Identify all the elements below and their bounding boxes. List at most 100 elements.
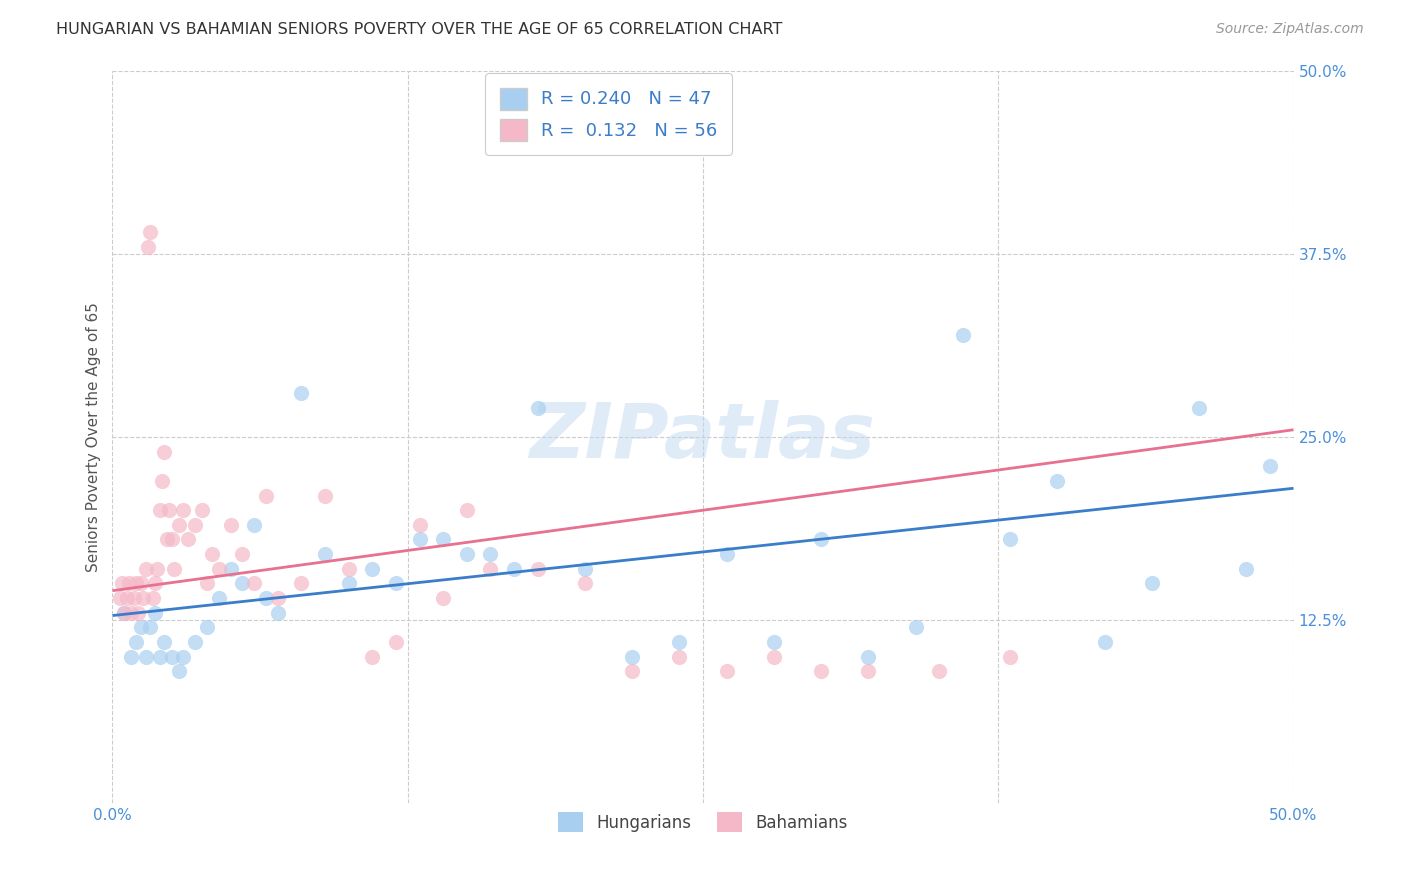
Point <box>314 547 336 561</box>
Point <box>149 649 172 664</box>
Point <box>167 664 190 678</box>
Point <box>184 635 207 649</box>
Point <box>184 517 207 532</box>
Point <box>952 327 974 342</box>
Legend: Hungarians, Bahamians: Hungarians, Bahamians <box>546 798 860 846</box>
Point <box>129 620 152 634</box>
Point <box>153 635 176 649</box>
Point <box>118 576 141 591</box>
Point <box>574 576 596 591</box>
Point <box>132 591 155 605</box>
Point <box>479 562 502 576</box>
Point <box>668 649 690 664</box>
Point <box>149 503 172 517</box>
Point <box>998 533 1021 547</box>
Point <box>408 517 430 532</box>
Point <box>156 533 179 547</box>
Point <box>1258 459 1281 474</box>
Point <box>231 547 253 561</box>
Point <box>127 606 149 620</box>
Point <box>1094 635 1116 649</box>
Point <box>139 225 162 239</box>
Point <box>219 517 242 532</box>
Point <box>208 591 231 605</box>
Point <box>167 517 190 532</box>
Text: ZIPatlas: ZIPatlas <box>530 401 876 474</box>
Point <box>243 517 266 532</box>
Y-axis label: Seniors Poverty Over the Age of 65: Seniors Poverty Over the Age of 65 <box>86 302 101 572</box>
Point <box>1188 401 1211 415</box>
Point <box>928 664 950 678</box>
Point <box>160 533 183 547</box>
Point <box>143 576 166 591</box>
Point <box>160 649 183 664</box>
Point <box>1046 474 1069 488</box>
Point <box>456 503 478 517</box>
Point <box>112 606 135 620</box>
Point <box>120 606 142 620</box>
Point <box>142 591 165 605</box>
Point <box>479 547 502 561</box>
Point <box>143 606 166 620</box>
Point <box>125 576 148 591</box>
Point <box>1140 576 1163 591</box>
Point <box>177 533 200 547</box>
Point <box>337 562 360 576</box>
Point <box>810 664 832 678</box>
Point <box>153 444 176 458</box>
Point <box>290 576 312 591</box>
Point <box>668 635 690 649</box>
Point <box>146 562 169 576</box>
Point <box>108 591 131 605</box>
Point <box>432 533 454 547</box>
Point <box>456 547 478 561</box>
Point <box>385 635 408 649</box>
Point <box>526 562 548 576</box>
Point <box>385 576 408 591</box>
Point <box>136 240 159 254</box>
Point <box>115 591 138 605</box>
Point <box>574 562 596 576</box>
Point <box>408 533 430 547</box>
Point <box>716 664 738 678</box>
Point <box>621 649 644 664</box>
Point <box>195 576 218 591</box>
Point <box>135 562 157 576</box>
Point <box>361 649 384 664</box>
Point <box>1234 562 1257 576</box>
Point <box>111 576 134 591</box>
Point <box>243 576 266 591</box>
Point <box>762 635 785 649</box>
Point <box>219 562 242 576</box>
Point <box>621 664 644 678</box>
Point <box>337 576 360 591</box>
Point <box>290 386 312 401</box>
Point <box>135 649 157 664</box>
Point <box>172 649 194 664</box>
Point <box>267 591 290 605</box>
Point <box>150 474 173 488</box>
Text: Source: ZipAtlas.com: Source: ZipAtlas.com <box>1216 22 1364 37</box>
Point <box>208 562 231 576</box>
Point <box>858 649 880 664</box>
Point <box>314 489 336 503</box>
Text: HUNGARIAN VS BAHAMIAN SENIORS POVERTY OVER THE AGE OF 65 CORRELATION CHART: HUNGARIAN VS BAHAMIAN SENIORS POVERTY OV… <box>56 22 783 37</box>
Point <box>122 591 145 605</box>
Point <box>201 547 224 561</box>
Point <box>112 606 135 620</box>
Point <box>157 503 180 517</box>
Point <box>231 576 253 591</box>
Point <box>762 649 785 664</box>
Point <box>163 562 186 576</box>
Point <box>503 562 526 576</box>
Point <box>432 591 454 605</box>
Point <box>120 649 142 664</box>
Point <box>195 620 218 634</box>
Point <box>904 620 927 634</box>
Point <box>810 533 832 547</box>
Point <box>526 401 548 415</box>
Point <box>716 547 738 561</box>
Point <box>191 503 214 517</box>
Point <box>139 620 162 634</box>
Point <box>172 503 194 517</box>
